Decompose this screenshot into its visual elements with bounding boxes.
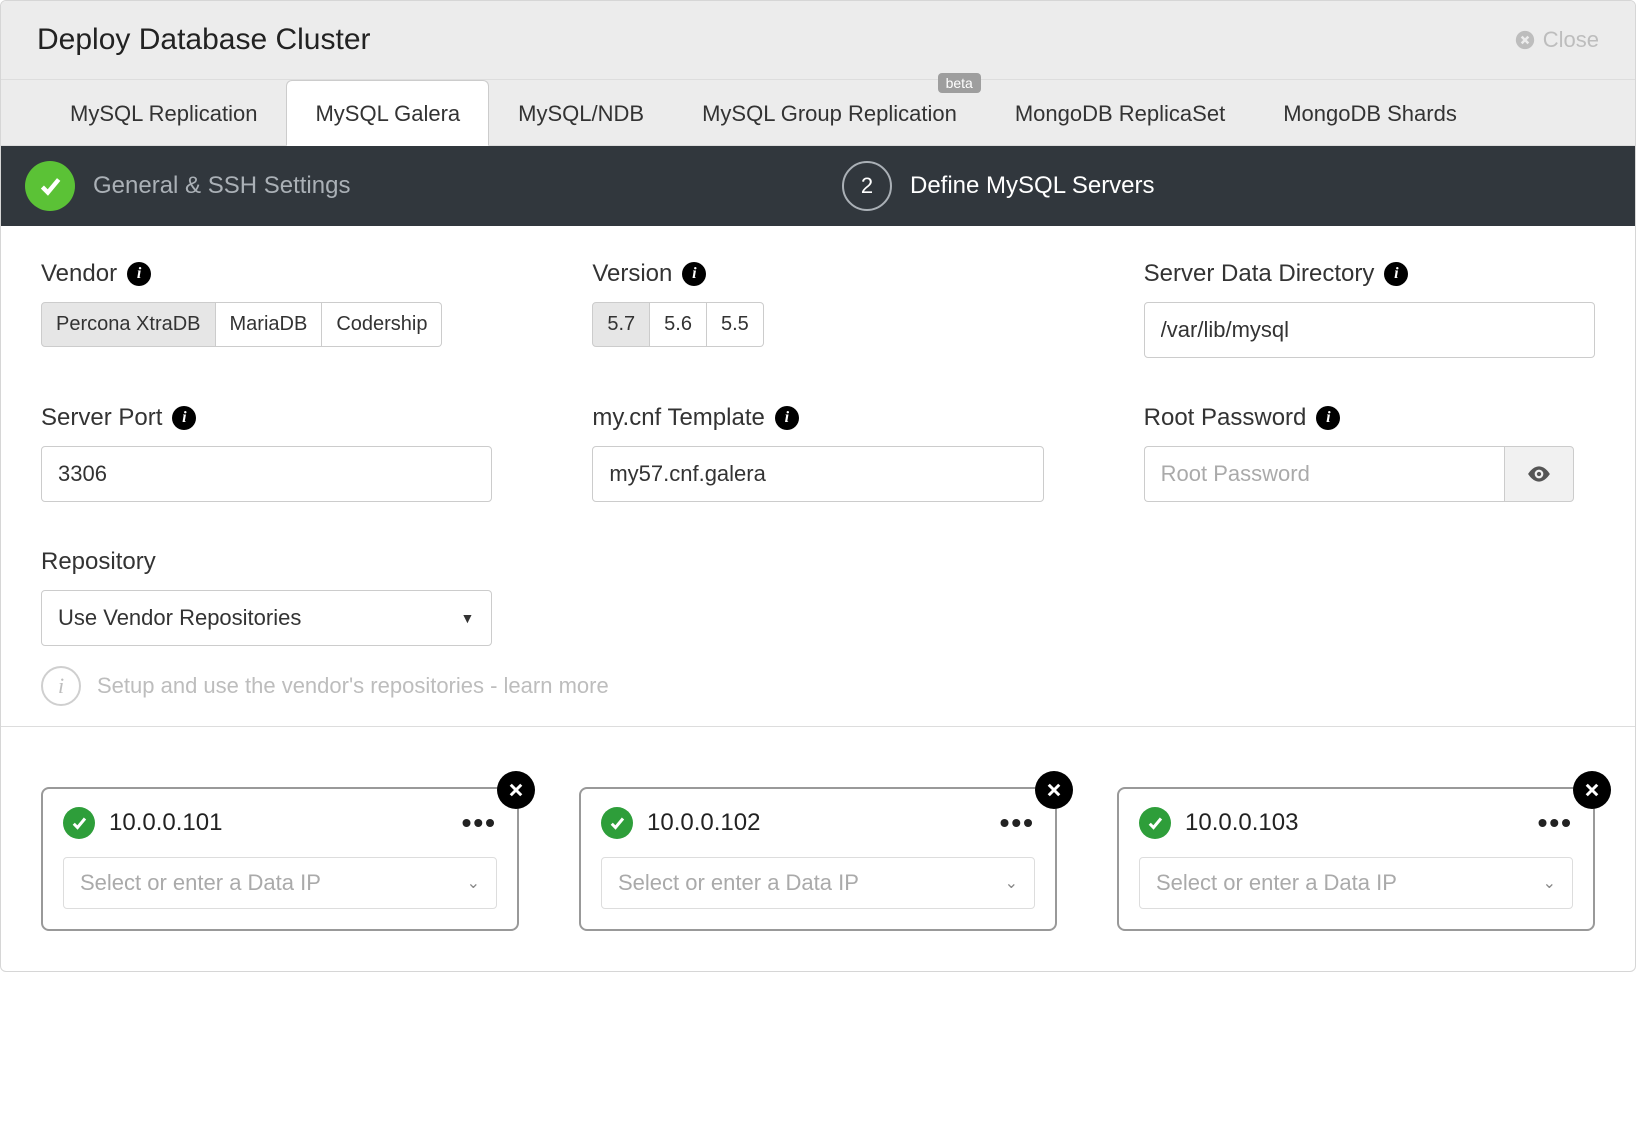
mycnf-group: my.cnf Template i bbox=[592, 404, 1043, 502]
version-option-5-6[interactable]: 5.6 bbox=[650, 302, 707, 347]
deploy-cluster-modal: Deploy Database Cluster Close MySQL Repl… bbox=[0, 0, 1636, 972]
tab-mysql-galera[interactable]: MySQL Galera bbox=[286, 80, 489, 146]
server-menu-button[interactable]: ••• bbox=[462, 807, 497, 839]
repository-select[interactable]: ▼ bbox=[41, 590, 492, 646]
server-port-input[interactable] bbox=[41, 446, 492, 502]
chevron-down-icon: ⌄ bbox=[467, 873, 480, 893]
check-circle-icon bbox=[601, 807, 633, 839]
chevron-down-icon: ⌄ bbox=[1005, 873, 1018, 893]
modal-title: Deploy Database Cluster bbox=[37, 23, 371, 57]
server-ip: 10.0.0.101 bbox=[109, 809, 222, 837]
server-ip: 10.0.0.103 bbox=[1185, 809, 1298, 837]
mycnf-label: my.cnf Template bbox=[592, 404, 765, 432]
root-password-label: Root Password bbox=[1144, 404, 1307, 432]
chevron-down-icon: ⌄ bbox=[1543, 873, 1556, 893]
data-ip-select[interactable]: Select or enter a Data IP ⌄ bbox=[601, 857, 1035, 909]
tab-mongodb-shards[interactable]: MongoDB Shards bbox=[1254, 80, 1486, 145]
vendor-option-percona-xtradb[interactable]: Percona XtraDB bbox=[41, 302, 216, 347]
close-icon bbox=[1515, 30, 1535, 50]
toggle-password-button[interactable] bbox=[1504, 446, 1574, 502]
repository-hint-text[interactable]: Setup and use the vendor's repositories … bbox=[97, 673, 609, 699]
server-port-label: Server Port bbox=[41, 404, 162, 432]
root-password-group: Root Password i bbox=[1144, 404, 1595, 502]
version-option-5-5[interactable]: 5.5 bbox=[707, 302, 764, 347]
repository-group: Repository ▼ bbox=[41, 548, 492, 646]
info-outline-icon: i bbox=[41, 666, 81, 706]
remove-server-button[interactable] bbox=[497, 771, 535, 809]
server-port-group: Server Port i bbox=[41, 404, 492, 502]
check-icon bbox=[25, 161, 75, 211]
modal-header: Deploy Database Cluster Close bbox=[1, 1, 1635, 80]
vendor-button-group: Percona XtraDBMariaDBCodership bbox=[41, 302, 492, 347]
close-icon bbox=[1045, 781, 1063, 799]
repository-label: Repository bbox=[41, 548, 156, 576]
info-icon[interactable]: i bbox=[127, 262, 151, 286]
root-password-input[interactable] bbox=[1144, 446, 1504, 502]
step-label: Define MySQL Servers bbox=[910, 172, 1155, 200]
step-general-ssh[interactable]: General & SSH Settings bbox=[1, 161, 818, 211]
step-define-servers[interactable]: 2 Define MySQL Servers bbox=[818, 161, 1635, 211]
close-icon bbox=[507, 781, 525, 799]
server-ip: 10.0.0.102 bbox=[647, 809, 760, 837]
version-label: Version bbox=[592, 260, 672, 288]
version-group: Version i 5.75.65.5 bbox=[592, 260, 1043, 358]
server-menu-button[interactable]: ••• bbox=[1538, 807, 1573, 839]
tab-mysql-replication[interactable]: MySQL Replication bbox=[41, 80, 286, 145]
server-menu-button[interactable]: ••• bbox=[1000, 807, 1035, 839]
wizard-steps: General & SSH Settings 2 Define MySQL Se… bbox=[1, 146, 1635, 226]
cluster-type-tabs: MySQL ReplicationMySQL GaleraMySQL/NDBMy… bbox=[1, 80, 1635, 146]
step-label: General & SSH Settings bbox=[93, 172, 350, 200]
tab-mysql-ndb[interactable]: MySQL/NDB bbox=[489, 80, 673, 145]
tab-mongodb-replicaset[interactable]: MongoDB ReplicaSet bbox=[986, 80, 1254, 145]
version-option-5-7[interactable]: 5.7 bbox=[592, 302, 650, 347]
tab-mysql-group-replication[interactable]: MySQL Group Replicationbeta bbox=[673, 80, 986, 145]
data-ip-select[interactable]: Select or enter a Data IP ⌄ bbox=[1139, 857, 1573, 909]
info-icon[interactable]: i bbox=[682, 262, 706, 286]
data-ip-placeholder: Select or enter a Data IP bbox=[1156, 870, 1397, 896]
repository-value[interactable] bbox=[41, 590, 492, 646]
vendor-group: Vendor i Percona XtraDBMariaDBCodership bbox=[41, 260, 492, 358]
close-label: Close bbox=[1543, 27, 1599, 53]
data-directory-group: Server Data Directory i bbox=[1144, 260, 1595, 358]
repository-hint: i Setup and use the vendor's repositorie… bbox=[41, 666, 1595, 706]
data-ip-placeholder: Select or enter a Data IP bbox=[618, 870, 859, 896]
beta-badge: beta bbox=[938, 73, 981, 93]
check-circle-icon bbox=[1139, 807, 1171, 839]
check-circle-icon bbox=[63, 807, 95, 839]
vendor-label: Vendor bbox=[41, 260, 117, 288]
close-button[interactable]: Close bbox=[1515, 27, 1599, 53]
info-icon[interactable]: i bbox=[172, 406, 196, 430]
servers-section: 10.0.0.101 ••• Select or enter a Data IP… bbox=[1, 726, 1635, 971]
data-ip-placeholder: Select or enter a Data IP bbox=[80, 870, 321, 896]
eye-icon bbox=[1526, 461, 1552, 487]
close-icon bbox=[1583, 781, 1601, 799]
version-button-group: 5.75.65.5 bbox=[592, 302, 1043, 347]
step-number-icon: 2 bbox=[842, 161, 892, 211]
remove-server-button[interactable] bbox=[1573, 771, 1611, 809]
mycnf-input[interactable] bbox=[592, 446, 1043, 502]
info-icon[interactable]: i bbox=[1384, 262, 1408, 286]
server-card: 10.0.0.101 ••• Select or enter a Data IP… bbox=[41, 787, 519, 931]
vendor-option-codership[interactable]: Codership bbox=[322, 302, 442, 347]
vendor-option-mariadb[interactable]: MariaDB bbox=[216, 302, 323, 347]
data-directory-input[interactable] bbox=[1144, 302, 1595, 358]
form-body: Vendor i Percona XtraDBMariaDBCodership … bbox=[1, 226, 1635, 726]
data-ip-select[interactable]: Select or enter a Data IP ⌄ bbox=[63, 857, 497, 909]
info-icon[interactable]: i bbox=[775, 406, 799, 430]
info-icon[interactable]: i bbox=[1316, 406, 1340, 430]
server-card: 10.0.0.103 ••• Select or enter a Data IP… bbox=[1117, 787, 1595, 931]
data-directory-label: Server Data Directory bbox=[1144, 260, 1375, 288]
server-card: 10.0.0.102 ••• Select or enter a Data IP… bbox=[579, 787, 1057, 931]
remove-server-button[interactable] bbox=[1035, 771, 1073, 809]
